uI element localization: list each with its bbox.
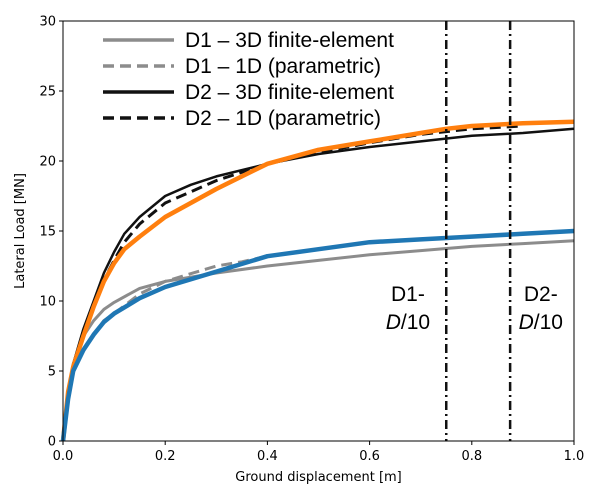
legend-label-4: D2 – 1D (parametric) <box>185 107 381 130</box>
annotations: D1- D/10 D2- D/10 <box>386 283 563 334</box>
series-line-1 <box>61 239 575 442</box>
legend: D1 – 3D finite-element D1 – 1D (parametri… <box>103 29 394 130</box>
y-tick-label: 20 <box>39 155 56 170</box>
annotation-2-line1: D2- <box>524 283 558 306</box>
legend-label-2: D1 – 1D (parametric) <box>185 55 381 78</box>
x-tick-label: 0.0 <box>53 449 74 464</box>
series-line-3 <box>61 127 575 442</box>
plot-lines <box>60 119 575 442</box>
series-line-5 <box>60 119 575 442</box>
y-tick-label: 5 <box>48 365 56 380</box>
y-tick-label: 0 <box>48 435 56 450</box>
series-line-6 <box>60 228 575 442</box>
legend-label-3: D2 – 3D finite-element <box>185 81 394 104</box>
series-line-2 <box>71 254 268 368</box>
y-tick-label: 25 <box>39 85 56 100</box>
x-tick-label: 0.2 <box>155 449 176 464</box>
annotation-1-line1: D1- <box>391 283 425 306</box>
annotation-1-line2: D/10 <box>386 311 430 334</box>
y-axis: 0 5 10 15 20 25 30 <box>39 15 63 450</box>
y-tick-label: 15 <box>39 225 56 240</box>
annotation-2-line2: D/10 <box>519 311 563 334</box>
y-tick-label: 10 <box>39 295 56 310</box>
reference-lines <box>445 21 512 441</box>
x-tick-label: 0.8 <box>461 449 482 464</box>
x-tick-label: 0.6 <box>359 449 380 464</box>
y-axis-label: Lateral Load [MN] <box>13 173 28 289</box>
x-axis-label: Ground displacement [m] <box>235 470 402 485</box>
legend-label-1: D1 – 3D finite-element <box>185 29 394 52</box>
y-tick-label: 30 <box>39 15 56 30</box>
x-tick-label: 0.4 <box>257 449 278 464</box>
x-axis: 0.0 0.2 0.4 0.6 0.8 1.0 <box>53 441 585 464</box>
x-tick-label: 1.0 <box>564 449 585 464</box>
